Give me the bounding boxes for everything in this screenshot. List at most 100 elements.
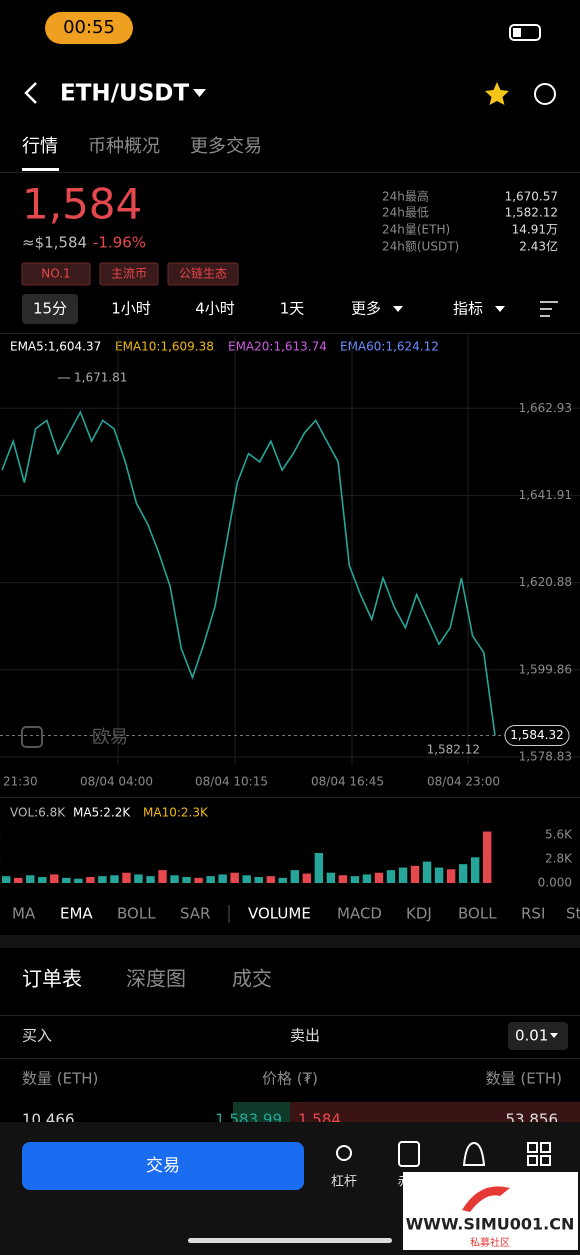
ema-legend: EMA10:1,609.38 <box>115 340 214 354</box>
volume-bar <box>482 831 492 883</box>
ema-legend: EMA5:1,604.37 <box>10 340 101 354</box>
sell-label: 卖出 <box>290 1027 320 1045</box>
interval[interactable]: 4小时 <box>195 300 235 318</box>
book-header: 数量 (ETH) <box>22 1070 98 1088</box>
indicator-tab[interactable]: SAR <box>180 905 210 923</box>
volume-bar <box>2 876 11 883</box>
volume-bar <box>266 876 275 883</box>
stat-value: 1,670.57 <box>505 190 558 204</box>
current-pill <box>504 725 570 747</box>
book-header: 数量 (ETH) <box>486 1070 562 1088</box>
tab[interactable]: 币种概况 <box>88 136 160 157</box>
ask-depth <box>290 1102 580 1124</box>
section-gap <box>0 935 580 948</box>
volume-legend: MA5:2.2K <box>73 806 131 820</box>
volume-bar <box>290 870 300 883</box>
volume-bar <box>410 865 420 883</box>
volume-bar <box>242 875 251 883</box>
volume-bar <box>122 872 131 883</box>
x-tick-label: 08/04 04:00 <box>80 775 153 789</box>
back-button[interactable] <box>24 82 37 104</box>
volume-bar <box>26 875 35 883</box>
watermark-site: WWW.SIMU001.CN <box>406 1215 575 1234</box>
indicator-tab[interactable]: MA <box>12 905 36 923</box>
volume-bar <box>74 878 83 883</box>
indicator-tab[interactable]: VOLUME <box>248 905 311 923</box>
y-tick-label: 1,620.88 <box>519 575 572 589</box>
indicator-tab[interactable]: KDJ <box>406 905 432 923</box>
y-tick-label: 1,641.91 <box>519 488 572 502</box>
x-tick-label: 08/04 23:00 <box>427 775 500 789</box>
low-label: 1,582.12 <box>427 743 480 757</box>
indicator-tab[interactable]: RSI <box>521 905 545 923</box>
volume-bar <box>62 877 71 883</box>
pair-dropdown[interactable] <box>193 89 206 97</box>
book-tab[interactable]: 成交 <box>232 967 272 991</box>
bid-depth <box>233 1102 290 1124</box>
fiat-price: ≈$1,584 <box>22 234 87 252</box>
indicator-tab[interactable]: St <box>566 905 580 923</box>
indicator-tab[interactable]: MACD <box>337 905 382 923</box>
volume-legend: MA10:2.3K <box>143 806 209 820</box>
volume-bar <box>386 870 396 883</box>
watermark-logo <box>462 1186 510 1212</box>
interval[interactable]: 更多 <box>351 300 381 318</box>
interval[interactable]: 1天 <box>280 300 305 318</box>
indicator-tab[interactable]: BOLL <box>117 905 156 923</box>
volume-bar <box>434 867 444 883</box>
tag-text: NO.1 <box>41 267 70 281</box>
volume-bar <box>50 874 59 883</box>
pair[interactable]: ETH/USDT <box>60 81 189 107</box>
tab[interactable]: 行情 <box>22 136 58 157</box>
time: 00:55 <box>63 17 115 38</box>
trade-button[interactable] <box>22 1142 304 1190</box>
interval[interactable]: 1小时 <box>111 300 151 318</box>
indicator-tab[interactable]: BOLL <box>458 905 497 923</box>
volume-bar <box>314 853 324 883</box>
divider <box>0 1015 580 1016</box>
stat-label: 24h最高 <box>382 189 429 204</box>
book-tab[interactable]: 深度图 <box>126 967 186 991</box>
step-box[interactable] <box>508 1022 568 1050</box>
tag-text: 公链生态 <box>179 266 227 281</box>
volume-bar <box>338 875 348 883</box>
ema-legend: EMA60:1,624.12 <box>340 340 439 354</box>
buy-label: 买入 <box>22 1027 52 1045</box>
x-tick-label: 08/04 16:45 <box>311 775 384 789</box>
x-tick-label: 21:30 <box>3 775 38 789</box>
volume-bar <box>98 876 107 883</box>
share[interactable] <box>534 83 556 105</box>
volume-bar <box>254 877 263 883</box>
nav-icon[interactable] <box>336 1145 352 1161</box>
divider <box>0 1058 580 1059</box>
tab[interactable]: 更多交易 <box>190 136 262 157</box>
stat-label: 24h额(USDT) <box>382 240 459 254</box>
watermark-box <box>403 1172 578 1250</box>
book-tab[interactable]: 订单表 <box>22 967 82 991</box>
nav-icon[interactable] <box>398 1141 420 1167</box>
volume-bar <box>194 877 203 883</box>
volume-bar <box>398 867 408 883</box>
y-tick-label: 2.8K <box>545 852 573 866</box>
volume-bar <box>86 877 95 883</box>
nav-icon[interactable] <box>462 1141 486 1166</box>
tag <box>167 262 239 286</box>
step-arrow <box>550 1033 558 1038</box>
settings-icon[interactable] <box>540 301 558 317</box>
interval[interactable]: 指标 <box>453 300 483 318</box>
interval-selected <box>22 294 78 324</box>
nav-label: 杠杆 <box>331 1174 357 1190</box>
indicator-tab[interactable]: EMA <box>60 905 93 923</box>
trade-label: 交易 <box>146 1156 180 1176</box>
nav-icon[interactable] <box>527 1142 551 1166</box>
volume-bar <box>14 877 23 883</box>
volume-bar <box>470 857 480 883</box>
current-price: 1,584.32 <box>510 728 563 742</box>
interval[interactable]: 15分 <box>33 300 67 318</box>
favorite[interactable] <box>485 82 509 105</box>
stat-value: 14.91万 <box>512 223 558 237</box>
stat-value: 2.43亿 <box>519 239 558 254</box>
x-tick-label: 08/04 10:15 <box>195 775 268 789</box>
y-tick-label: 0.000 <box>538 876 572 890</box>
